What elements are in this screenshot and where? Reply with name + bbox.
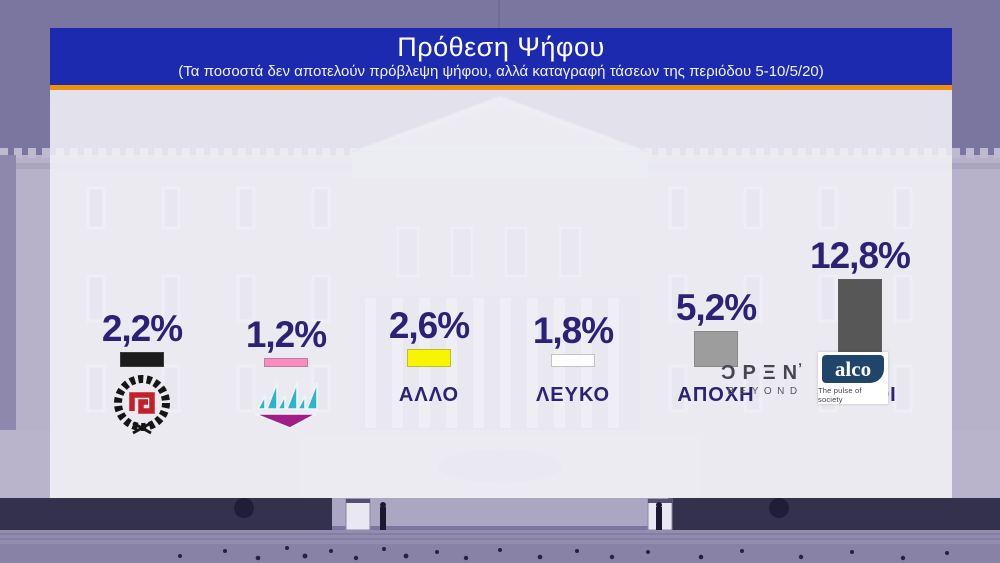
header-banner: Πρόθεση Ψήφου (Τα ποσοστά δεν αποτελούν … [50, 28, 952, 90]
alco-logo-text: alco [834, 356, 872, 381]
bar-golden-dawn [120, 352, 164, 367]
chart-column-other: 2,6% ΑΛΛΟ [357, 91, 501, 441]
category-label-abstention: ΑΠΟΧΗ [677, 384, 755, 406]
percent-label: 2,6% [388, 305, 470, 346]
percent-label: 12,8% [810, 235, 911, 276]
alco-logo: alco The pulse of society [818, 352, 888, 404]
percent-label: 1,8% [532, 310, 614, 351]
percent-label: 1,2% [245, 314, 327, 355]
open-logo-wordmark: ƆPΞNʼ [721, 360, 809, 384]
alco-tagline: The pulse of society [818, 386, 862, 404]
category-label-other: ΑΛΛΟ [398, 384, 460, 406]
chart-column-abstention: 5,2% ΑΠΟΧΗ [644, 91, 788, 441]
alco-logo-box: alco [822, 355, 884, 383]
bar-other [407, 349, 451, 367]
bar-abstention [694, 331, 738, 367]
chart-column-golden-dawn: 2,2% [70, 91, 214, 441]
bar-plefsi-eleftherias [264, 358, 308, 367]
category-label-blank: ΛΕΥΚΟ [535, 384, 611, 406]
open-beyond-logo: ƆPΞNʼ BEYOND [695, 358, 835, 397]
page-title: Πρόθεση Ψήφου [397, 32, 605, 62]
chart-column-plefsi-eleftherias: 1,2% [214, 91, 358, 441]
bar-blank [551, 354, 595, 367]
plefsi-eleftherias-logo [253, 375, 319, 436]
chart-column-blank: 1,8% ΛΕΥΚΟ [501, 91, 645, 441]
open-logo-beyond-text: BEYOND [727, 386, 803, 397]
content-panel [50, 90, 952, 498]
page-subtitle: (Τα ποσοστά δεν αποτελούν πρόβλεψη ψήφου… [178, 63, 824, 80]
golden-dawn-logo [110, 370, 174, 443]
percent-label: 2,2% [101, 308, 183, 349]
percent-label: 5,2% [675, 287, 757, 328]
open-logo-tick: ʼ [798, 360, 809, 376]
